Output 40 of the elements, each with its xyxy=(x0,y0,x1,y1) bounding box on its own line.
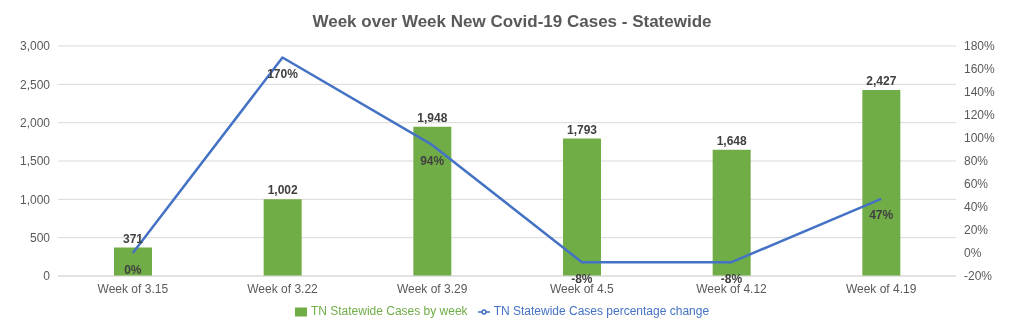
legend-label: TN Statewide Cases percentage change xyxy=(493,304,710,318)
y2-tick-label: -20% xyxy=(964,269,993,284)
x-tick-label: Week of 4.5 xyxy=(549,281,615,296)
y2-tick-label: 100% xyxy=(964,131,996,146)
bar xyxy=(862,89,901,276)
y2-tick-label: 140% xyxy=(964,85,996,100)
bar xyxy=(413,126,452,276)
data-label: 47% xyxy=(869,208,894,223)
legend-label: TN Statewide Cases by week xyxy=(310,304,468,318)
y-tick-label: 2,500 xyxy=(19,77,51,92)
y-tick-label: 2,000 xyxy=(19,115,51,130)
y-tick-label: 500 xyxy=(29,230,51,245)
y2-tick-label: 60% xyxy=(964,177,989,192)
y2-tick-label: 20% xyxy=(964,223,989,238)
data-label: 94% xyxy=(420,154,445,169)
data-label: 0% xyxy=(124,262,142,277)
y-tick-label: 0 xyxy=(43,269,51,284)
y2-tick-label: 180% xyxy=(964,39,996,54)
y2-tick-label: 80% xyxy=(964,154,989,169)
y2-tick-label: 0% xyxy=(964,246,982,261)
chart-title: Week over Week New Covid-19 Cases - Statewide xyxy=(311,11,713,33)
data-label: 1,793 xyxy=(566,122,598,137)
data-label: 1,002 xyxy=(267,183,299,198)
bar xyxy=(712,149,751,276)
y2-tick-label: 160% xyxy=(964,62,996,77)
y-tick-label: 1,500 xyxy=(19,154,51,169)
x-tick-label: Week of 4.19 xyxy=(845,281,917,296)
data-label: 371 xyxy=(122,231,144,246)
data-label: 1,948 xyxy=(417,110,448,125)
x-tick-label: Week of 3.29 xyxy=(396,281,468,296)
y-tick-label: 1,000 xyxy=(19,192,51,207)
y2-tick-label: 40% xyxy=(964,200,989,215)
bar xyxy=(263,199,302,276)
data-label: 1,648 xyxy=(716,133,748,148)
bar xyxy=(563,138,601,276)
x-tick-label: Week of 3.22 xyxy=(247,281,319,296)
x-tick-label: Week of 3.15 xyxy=(97,281,169,296)
y2-tick-label: 120% xyxy=(964,108,996,123)
data-label: 2,427 xyxy=(866,73,897,88)
y-tick-label: 3,000 xyxy=(19,39,51,54)
